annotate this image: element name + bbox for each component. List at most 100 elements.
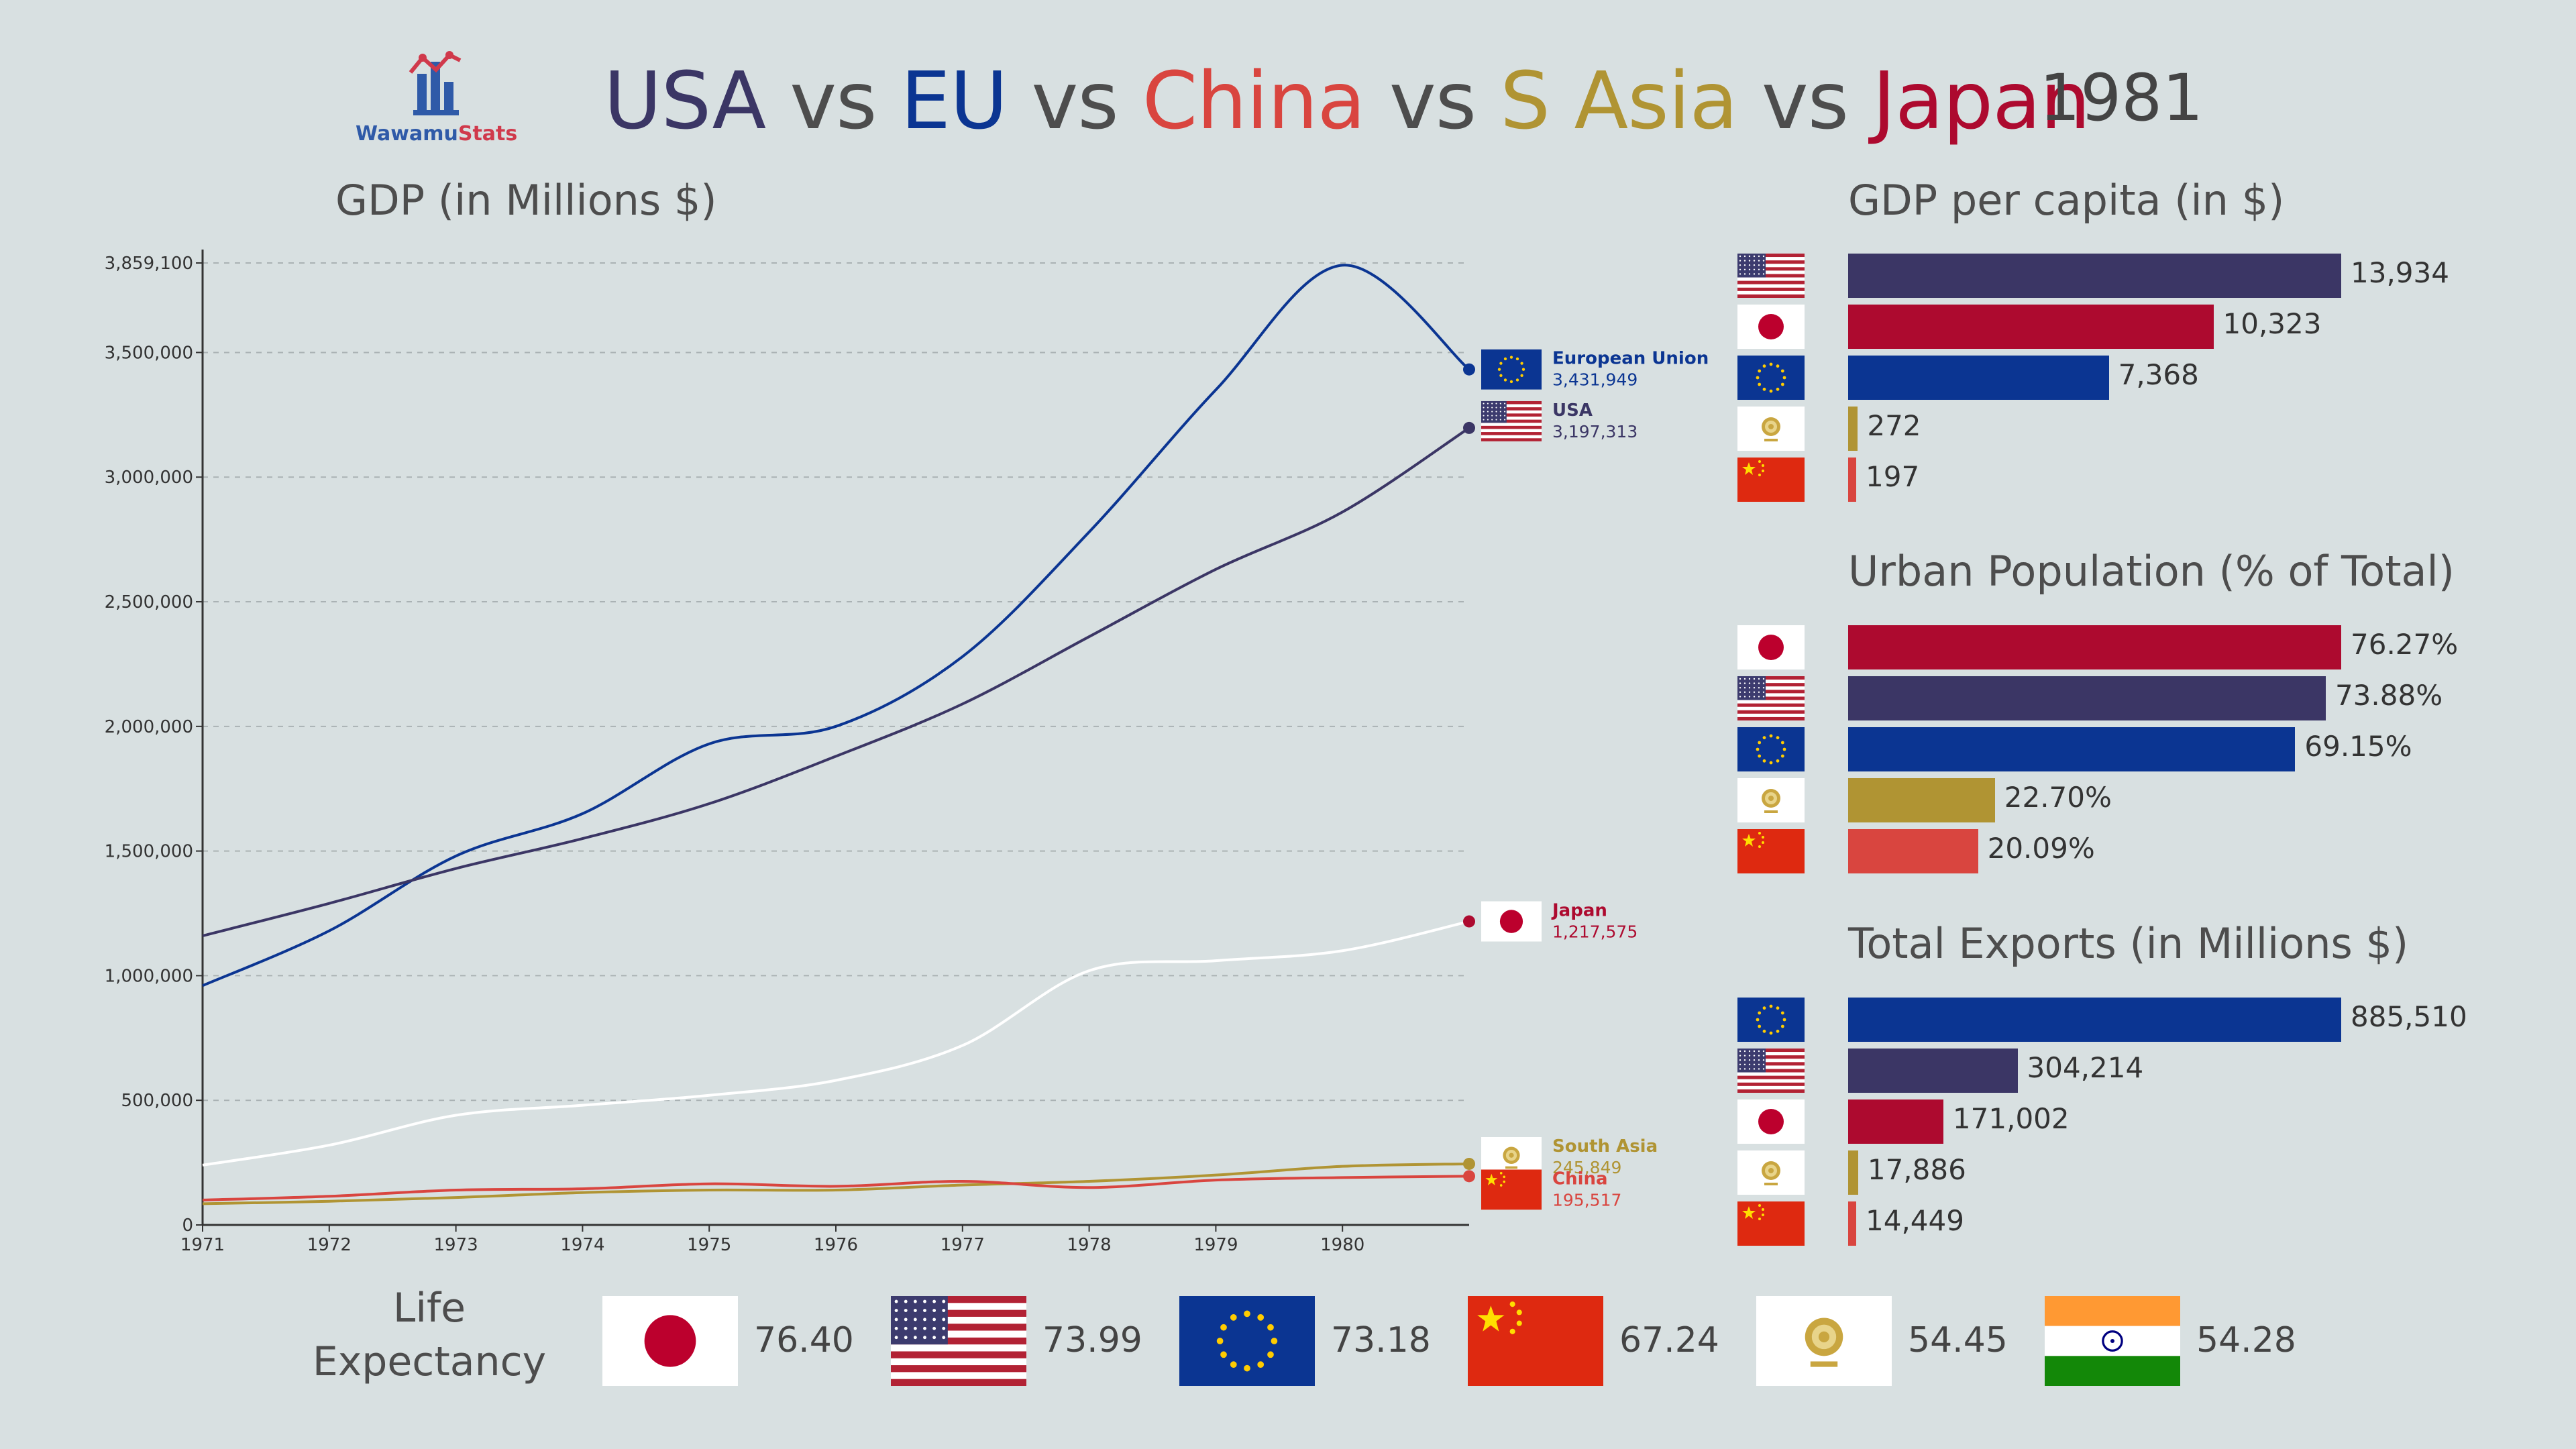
x-tick-label: 1971: [180, 1235, 225, 1255]
china-flag-icon-urban-population: [1737, 829, 1805, 873]
y-tick-label: 3,859,100: [105, 254, 193, 274]
title-part-0: USA: [604, 54, 766, 147]
series-line-eu: [202, 264, 1470, 987]
urban-population-bar-japan: [1848, 625, 2341, 669]
total-exports-bar-china: [1848, 1201, 1856, 1246]
china-flag-icon-line-end: [1481, 1169, 1542, 1210]
total-exports-bar-eu: [1848, 998, 2341, 1042]
total-exports-bar-usa: [1848, 1049, 2018, 1093]
urban-population-value-usa: 73.88%: [2334, 679, 2443, 712]
series-end-value-usa: 3,197,313: [1552, 422, 1638, 441]
china-flag-icon-life-expectancy: [1468, 1296, 1603, 1386]
x-tick-label: 1974: [560, 1235, 604, 1255]
urban-population-bar-sasia: [1848, 778, 1995, 822]
series-end-point-usa: [1463, 421, 1475, 434]
urban-population-value-china: 20.09%: [1987, 832, 2095, 865]
gdp-per-capita-title: GDP per capita (in $): [1848, 176, 2285, 225]
y-tick-label: 1,500,000: [105, 842, 193, 862]
gdp-per-capita-bar-eu: [1848, 356, 2109, 400]
urban-population-value-sasia: 22.70%: [2004, 781, 2112, 814]
series-line-japan: [202, 920, 1470, 1167]
total-exports-title: Total Exports (in Millions $): [1848, 919, 2409, 968]
title-part-2: EU: [900, 54, 1008, 147]
series-end-value-eu: 3,431,949: [1552, 370, 1638, 390]
japan-flag-icon-life-expectancy: [602, 1296, 738, 1386]
japan-flag-icon-line-end: [1481, 901, 1542, 942]
life-expectancy-value-eu: 73.18: [1331, 1320, 1431, 1360]
page-title: USA vs EU vs China vs S Asia vs Japan: [604, 47, 2114, 154]
japan-flag-icon-total-exports: [1737, 1099, 1805, 1144]
title-part-1: vs: [790, 54, 877, 147]
saarc-emblem-icon-life-expectancy: [1756, 1296, 1892, 1386]
wawamustats-logo: WawamuStats: [356, 47, 517, 154]
series-end-value-china: 195,517: [1552, 1190, 1621, 1210]
eu-flag-icon-urban-population: [1737, 727, 1805, 771]
saarc-emblem-icon-gdp-per-capita: [1737, 407, 1805, 451]
y-tick-label: 2,500,000: [105, 592, 193, 612]
total-exports-value-japan: 171,002: [1952, 1102, 2070, 1135]
series-end-name-china: China: [1552, 1169, 1608, 1189]
life-expectancy-label-line2: Expectancy: [312, 1338, 547, 1385]
usa-flag-icon-gdp-per-capita: [1737, 254, 1805, 298]
china-flag-icon-gdp-per-capita: [1737, 458, 1805, 502]
india-flag-icon-life-expectancy: [2045, 1296, 2180, 1386]
gdp-per-capita-value-usa: 13,934: [2351, 256, 2449, 289]
eu-flag-icon-line-end: [1481, 349, 1542, 390]
gdp-per-capita-value-eu: 7,368: [2118, 358, 2199, 391]
series-end-value-sasia: 245,849: [1552, 1158, 1621, 1177]
total-exports-bar-japan: [1848, 1099, 1943, 1144]
life-expectancy-value-china: 67.24: [1619, 1320, 1719, 1360]
japan-flag-icon-urban-population: [1737, 625, 1805, 669]
x-tick-label: 1977: [941, 1235, 985, 1255]
eu-flag-icon-total-exports: [1737, 998, 1805, 1042]
series-end-name-usa: USA: [1552, 400, 1593, 421]
title-part-4: China: [1142, 54, 1366, 147]
title-part-5: vs: [1389, 54, 1477, 147]
usa-flag-icon-total-exports: [1737, 1049, 1805, 1093]
y-tick-label: 3,000,000: [105, 468, 193, 488]
usa-flag-icon-life-expectancy: [891, 1296, 1026, 1386]
y-tick-label: 2,000,000: [105, 717, 193, 737]
life-expectancy-value-sasia: 54.45: [1908, 1320, 2008, 1360]
japan-flag-icon-gdp-per-capita: [1737, 305, 1805, 349]
y-tick-label: 3,500,000: [105, 343, 193, 363]
series-end-name-eu: European Union: [1552, 349, 1709, 369]
gdp-chart-title: GDP (in Millions $): [335, 176, 717, 225]
gdp-per-capita-bar-japan: [1848, 305, 2214, 349]
x-tick-label: 1975: [687, 1235, 731, 1255]
gdp-per-capita-value-japan: 10,323: [2222, 307, 2322, 340]
x-tick-label: 1973: [434, 1235, 478, 1255]
x-tick-label: 1976: [814, 1235, 858, 1255]
urban-population-value-japan: 76.27%: [2351, 628, 2459, 661]
saarc-emblem-icon-total-exports: [1737, 1150, 1805, 1195]
usa-flag-icon-line-end: [1481, 400, 1542, 441]
logo-text: WawamuStats: [356, 122, 518, 146]
gdp-per-capita-bar-usa: [1848, 254, 2341, 298]
gdp-per-capita-bar-china: [1848, 458, 1856, 502]
gdp-per-capita-value-sasia: 272: [1867, 409, 1921, 442]
series-end-value-japan: 1,217,575: [1552, 922, 1638, 942]
urban-population-bar-eu: [1848, 727, 2296, 771]
life-expectancy-label: Life Expectancy: [295, 1281, 564, 1389]
title-part-7: vs: [1761, 54, 1849, 147]
y-tick-label: 0: [182, 1216, 193, 1236]
series-line-china: [202, 1175, 1470, 1201]
total-exports-value-china: 14,449: [1866, 1204, 1964, 1237]
series-end-point-china: [1463, 1170, 1475, 1183]
title-part-8: Japan: [1872, 54, 2090, 147]
total-exports-value-eu: 885,510: [2351, 1000, 2467, 1033]
urban-population-title: Urban Population (% of Total): [1848, 547, 2455, 596]
logo-chart-icon: [409, 51, 462, 115]
year-label: 1981: [2039, 60, 2204, 136]
china-flag-icon-total-exports: [1737, 1201, 1805, 1246]
usa-flag-icon-urban-population: [1737, 676, 1805, 720]
y-tick-label: 500,000: [121, 1091, 193, 1111]
y-tick-label: 1,000,000: [105, 966, 193, 986]
urban-population-bar-usa: [1848, 676, 2326, 720]
life-expectancy-value-japan: 76.40: [754, 1320, 854, 1360]
x-tick-label: 1978: [1067, 1235, 1112, 1255]
life-expectancy-value-usa: 73.99: [1042, 1320, 1142, 1360]
x-tick-label: 1972: [307, 1235, 352, 1255]
series-end-point-sasia: [1463, 1157, 1475, 1170]
series-end-name-sasia: South Asia: [1552, 1136, 1658, 1157]
